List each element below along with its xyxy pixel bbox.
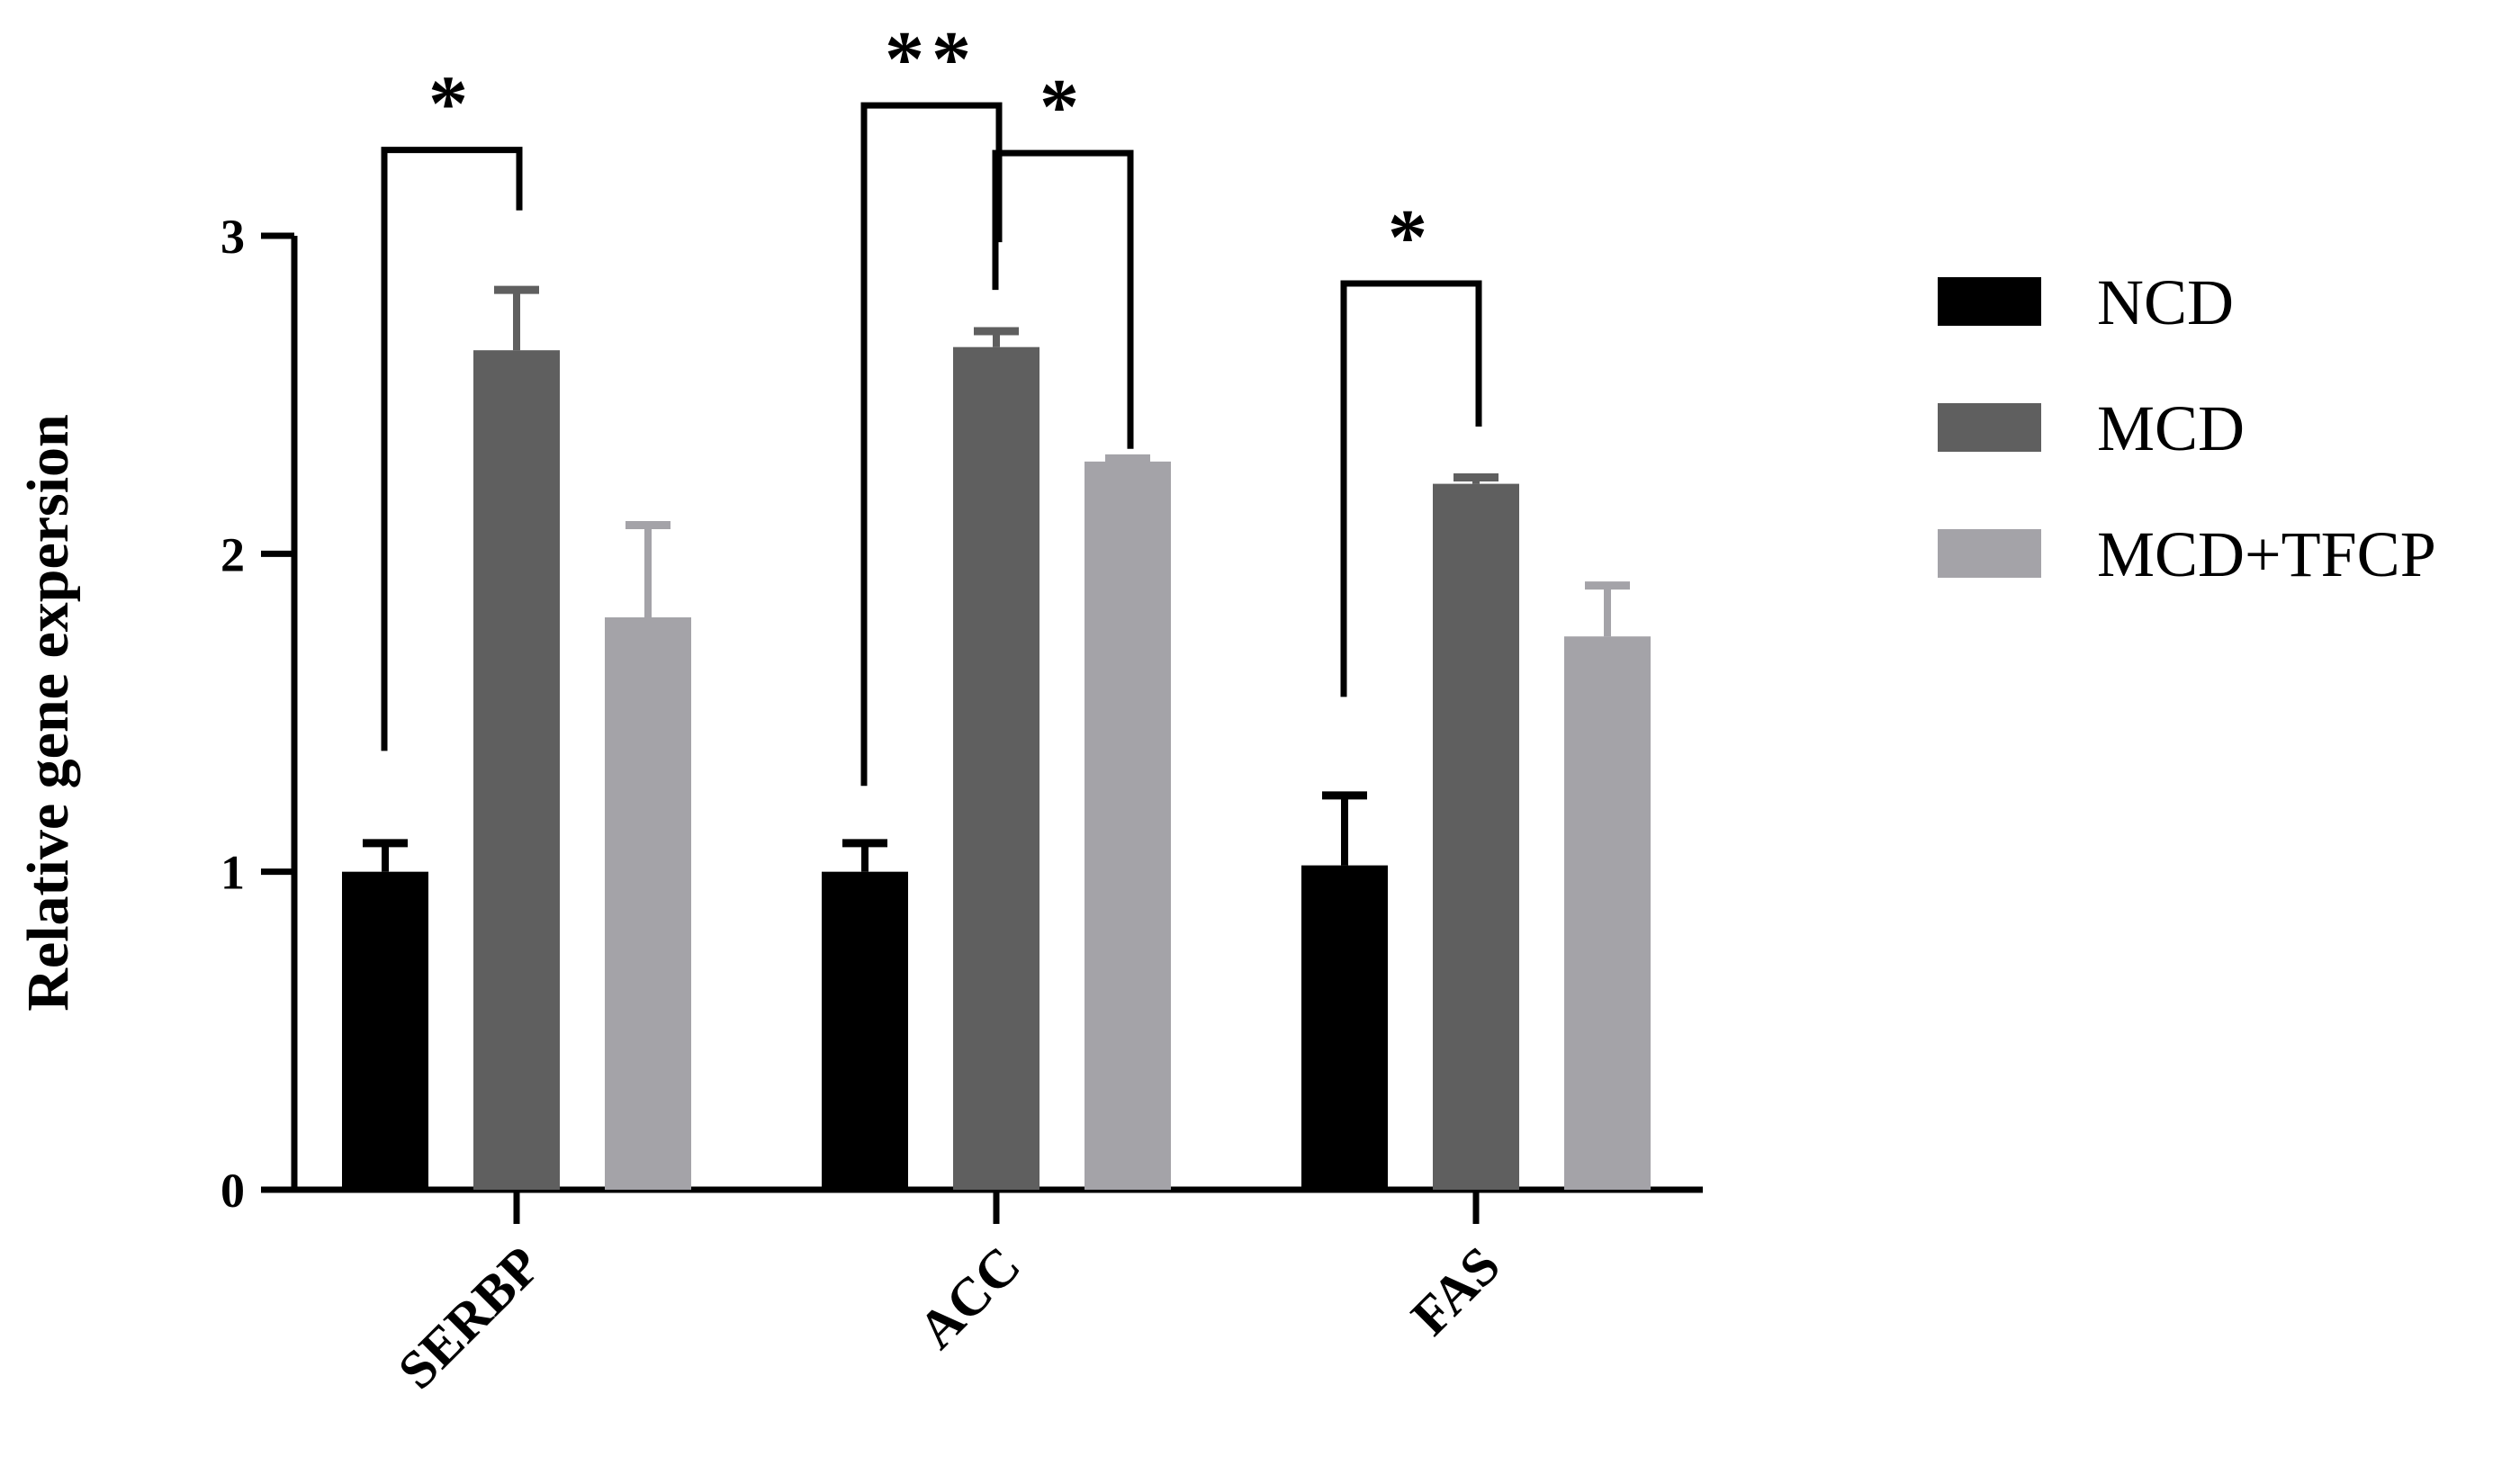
legend-label: NCD	[2097, 266, 2234, 338]
legend-swatch	[1938, 529, 2041, 578]
bar	[473, 350, 560, 1190]
significance-bracket	[860, 102, 1003, 787]
y-axis-title: Relative gene expersion	[15, 414, 81, 1012]
bar	[605, 617, 691, 1190]
y-axis: 0 1 2 3 Relative gene expersion	[15, 210, 298, 1218]
significance-label: *	[428, 61, 475, 148]
y-tick-label: 3	[220, 210, 245, 264]
significance-bracket	[992, 149, 1134, 449]
y-ticks: 0 1 2 3	[220, 210, 294, 1218]
bar	[1301, 865, 1388, 1190]
bar	[1084, 461, 1171, 1190]
x-tick-label: FAS	[1400, 1236, 1512, 1347]
significance-label: **	[885, 16, 978, 103]
error-bars	[363, 285, 1630, 872]
significance-bracket	[1340, 280, 1482, 697]
bar	[342, 871, 428, 1190]
x-ticks: SERBP ACC FAS	[387, 1190, 1511, 1400]
x-tick-label: SERBP	[387, 1236, 552, 1400]
legend-label: MCD	[2097, 392, 2245, 464]
y-tick-label: 2	[220, 527, 245, 581]
bar	[1564, 636, 1651, 1190]
legend-swatch	[1938, 403, 2041, 452]
legend-swatch	[1938, 277, 2041, 326]
bar	[953, 346, 1040, 1191]
y-tick-label: 0	[220, 1164, 245, 1218]
y-tick-label: 1	[220, 846, 245, 900]
significance-label: *	[1388, 194, 1435, 282]
significance-bracket	[381, 147, 523, 751]
bar	[1433, 483, 1519, 1190]
x-axis: SERBP ACC FAS	[292, 1186, 1703, 1400]
legend: NCD MCD MCD+TFCP	[1938, 266, 2436, 590]
x-tick-label: ACC	[907, 1236, 1032, 1361]
legend-label: MCD+TFCP	[2097, 518, 2436, 590]
significance-brackets: *****	[381, 16, 1482, 787]
bar	[822, 871, 908, 1190]
bars	[342, 346, 1651, 1191]
significance-label: *	[1040, 64, 1086, 151]
